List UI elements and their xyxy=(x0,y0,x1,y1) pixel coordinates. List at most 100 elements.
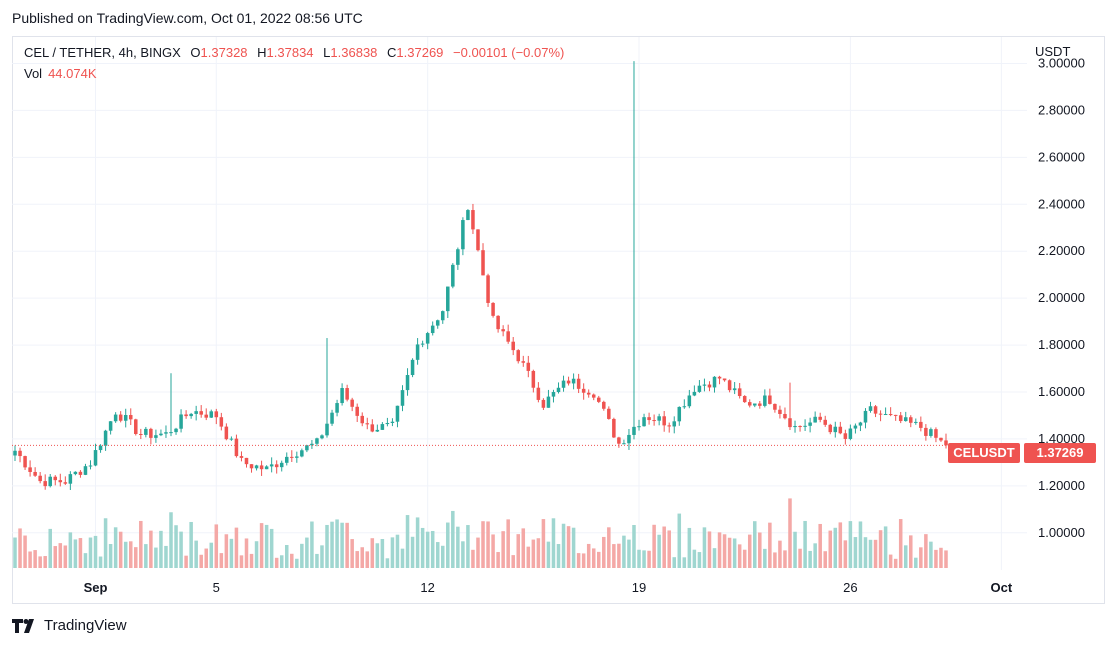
volume-bar xyxy=(687,527,692,568)
volume-bar xyxy=(672,557,677,568)
candle-body xyxy=(300,450,304,457)
volume-bar xyxy=(742,549,747,568)
candle-body xyxy=(330,412,334,424)
volume-bar xyxy=(400,548,405,568)
candle-body xyxy=(732,388,737,391)
candle-body xyxy=(360,415,364,424)
volume-bar xyxy=(451,510,455,568)
candle-body xyxy=(471,210,475,230)
volume-bar xyxy=(919,547,923,568)
volume-bar xyxy=(692,549,697,568)
candle-body xyxy=(546,396,551,408)
volume-bar xyxy=(833,527,838,568)
candle-body xyxy=(139,433,143,435)
volume-bar xyxy=(727,537,732,568)
volume-bar xyxy=(43,556,47,568)
candle-body xyxy=(340,388,344,404)
volume-bar xyxy=(657,534,661,568)
candle-body xyxy=(627,434,631,444)
volume-bar xyxy=(838,522,843,568)
candle-body xyxy=(788,418,792,428)
time-axis: Sep 5 12 19 26 Oct xyxy=(84,580,1013,595)
candle-body xyxy=(375,429,380,432)
candle-body xyxy=(682,406,687,408)
candle-body xyxy=(310,443,314,446)
volume-bar xyxy=(813,543,817,568)
candle-body xyxy=(390,421,395,423)
volume-bar xyxy=(461,541,465,568)
volume-bar xyxy=(214,524,219,568)
candle-body xyxy=(617,437,621,444)
candle-body xyxy=(712,376,717,388)
volume-bar xyxy=(446,522,450,568)
candle-body xyxy=(939,437,943,441)
volume-bar xyxy=(788,498,792,568)
candle-body xyxy=(435,320,440,326)
candle-body xyxy=(848,428,853,439)
volume-legend: Vol 44.074K xyxy=(24,66,97,81)
candle-body xyxy=(612,418,616,438)
tradingview-footer[interactable]: TradingView xyxy=(12,617,127,634)
candle-body xyxy=(254,465,259,469)
volume-bar xyxy=(128,541,133,568)
candle-body xyxy=(647,417,651,421)
volume-bar xyxy=(566,526,571,568)
published-line: Published on TradingView.com, Oct 01, 20… xyxy=(12,10,363,26)
candle-body xyxy=(929,429,933,436)
volume-bar xyxy=(123,541,128,568)
candle-body xyxy=(737,388,742,397)
volume-bar xyxy=(73,539,78,568)
candle-body xyxy=(903,417,908,422)
candle-body xyxy=(456,249,460,265)
volume-bar xyxy=(18,528,22,568)
volume-bar xyxy=(712,548,717,568)
volume-bar xyxy=(511,555,515,568)
candle-body xyxy=(511,341,515,351)
candle-body xyxy=(259,465,264,470)
candle-body xyxy=(556,387,561,393)
volume-bar xyxy=(667,530,671,568)
candle-body xyxy=(440,311,445,321)
volume-bar xyxy=(793,531,797,568)
candle-body xyxy=(174,428,178,433)
candle-body xyxy=(843,433,848,439)
currency-label: USDT xyxy=(1035,44,1071,59)
candle-body xyxy=(83,466,88,475)
candle-body xyxy=(863,410,868,423)
volume-bar xyxy=(763,548,767,568)
volume-bar xyxy=(607,527,611,568)
symbol-price-tag: CELUSDT xyxy=(948,443,1020,463)
volume-bar xyxy=(702,527,707,568)
candle-body xyxy=(58,480,63,483)
tradingview-logo-icon xyxy=(12,618,34,633)
candle-body xyxy=(607,408,611,419)
y-tick-label: 1.00000 xyxy=(1038,525,1085,540)
volume-bar xyxy=(274,557,279,568)
candle-body xyxy=(405,375,410,391)
volume-bar xyxy=(254,541,259,568)
candle-body xyxy=(758,403,762,406)
candle-body xyxy=(893,414,898,416)
candle-body xyxy=(501,329,505,332)
volume-bar xyxy=(768,522,772,568)
close-value: 1.37269 xyxy=(396,45,444,60)
candle-body xyxy=(481,250,485,276)
volume-bar xyxy=(159,530,163,568)
x-tick-label: 5 xyxy=(213,580,220,595)
volume-bar xyxy=(798,548,802,568)
volume-bar xyxy=(476,537,480,568)
volume-bar xyxy=(612,544,616,568)
low-label: L xyxy=(323,45,331,60)
candle-body xyxy=(295,456,299,458)
volume-bar xyxy=(597,551,601,568)
volume-bar xyxy=(169,512,173,568)
high-value: 1.37834 xyxy=(266,45,314,60)
volume-bar xyxy=(380,539,385,568)
candle-body xyxy=(536,387,541,400)
volume-bar xyxy=(778,540,782,568)
candle-body xyxy=(209,411,214,418)
candle-body xyxy=(149,428,153,438)
volume-label: Vol xyxy=(24,66,43,81)
volume-bar xyxy=(652,524,656,568)
